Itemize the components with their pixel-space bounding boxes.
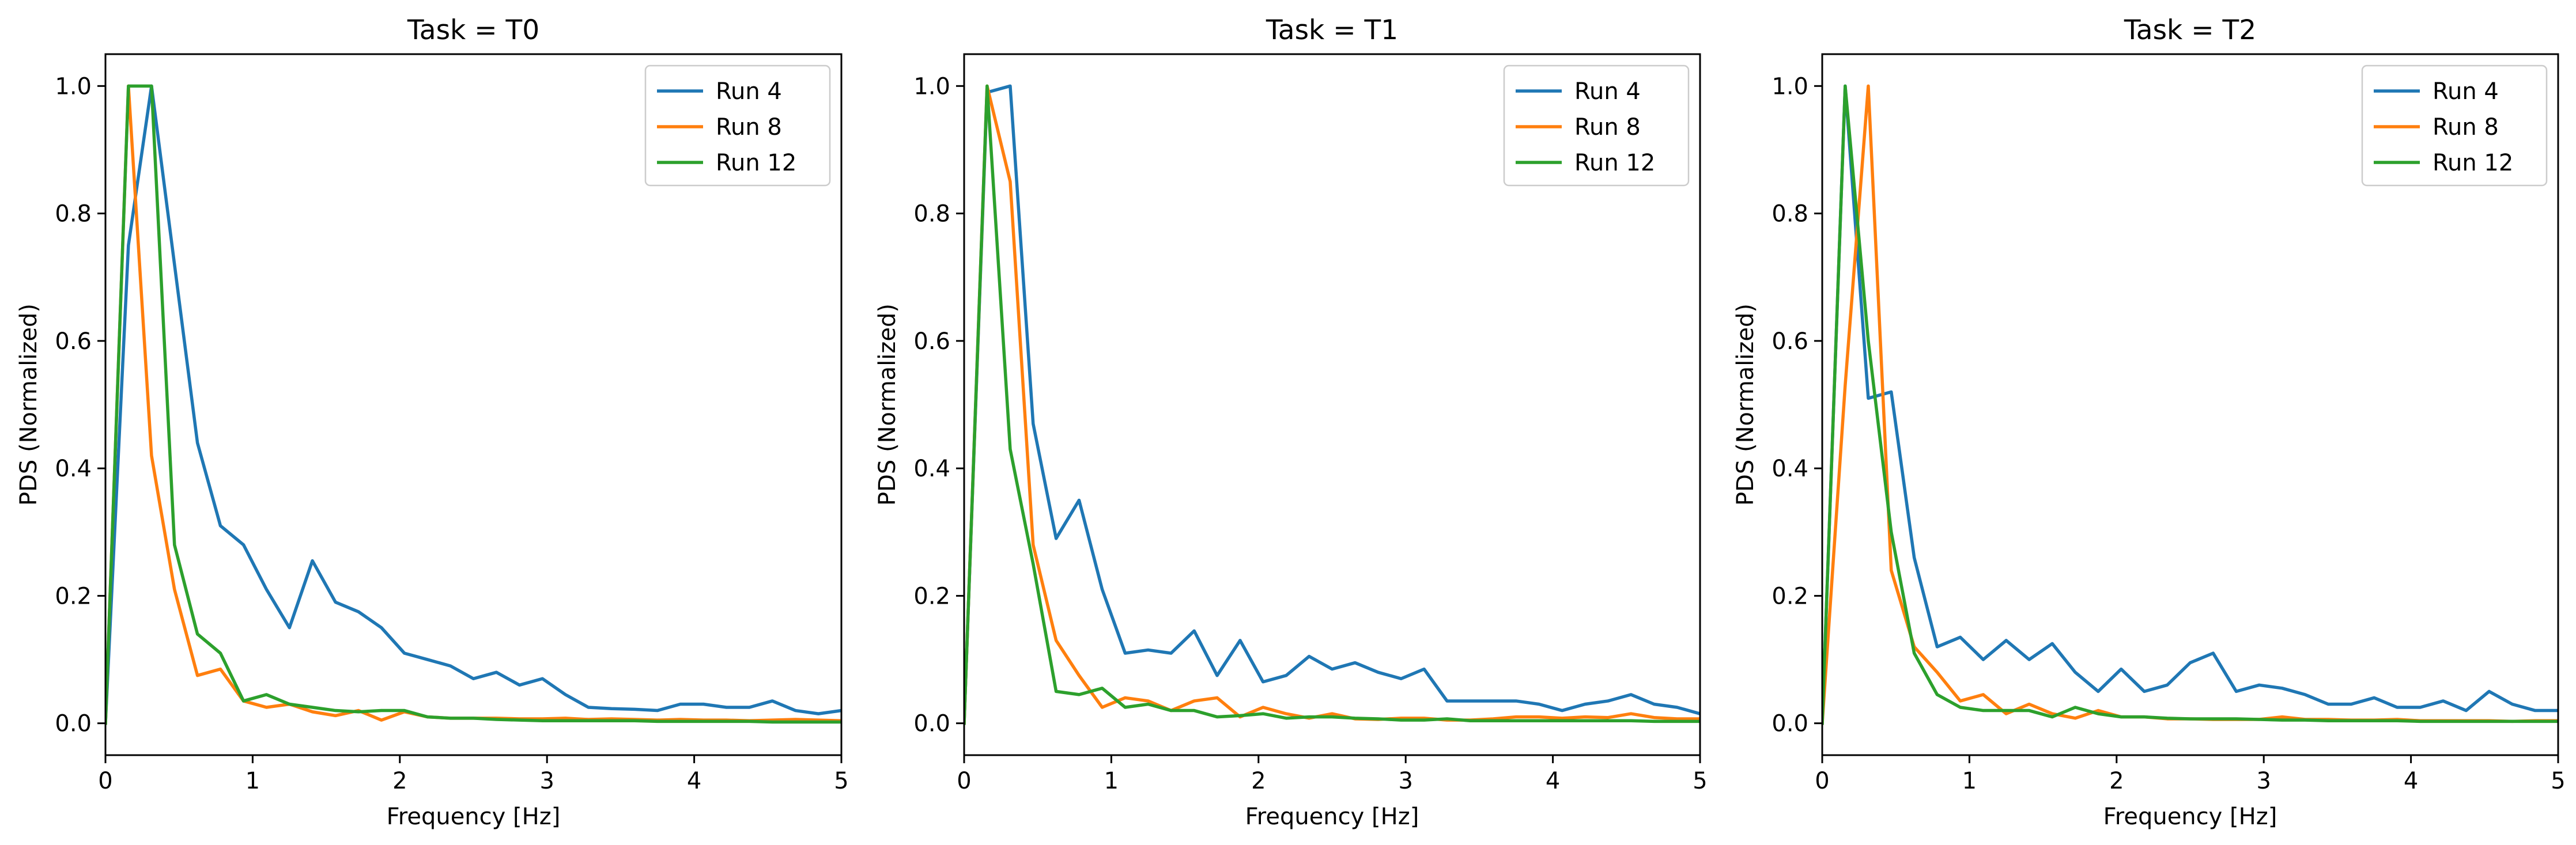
axes-frame xyxy=(963,53,1701,756)
x-tick-label: 1 xyxy=(1104,768,1119,794)
x-tick-label: 5 xyxy=(2551,768,2565,794)
x-tick-label: 4 xyxy=(2404,768,2418,794)
y-tick-label: 0.2 xyxy=(913,583,950,609)
series-line-run-12 xyxy=(1822,84,2558,725)
series-line-run-8 xyxy=(964,84,1700,725)
y-tick-label: 0.4 xyxy=(913,456,950,482)
x-tick-label: 3 xyxy=(2256,768,2271,794)
legend-label: Run 4 xyxy=(716,78,782,105)
y-tick-label: 0.0 xyxy=(913,711,950,737)
x-tick-label: 0 xyxy=(98,768,112,794)
x-tick-label: 2 xyxy=(1251,768,1266,794)
legend-label: Run 12 xyxy=(716,150,796,176)
axes-frame xyxy=(1821,53,2559,756)
series-line-run-4 xyxy=(964,84,1700,725)
chart-panel-1: 0 1 2 3 4 5 0.0 0.2 0.4 0.6 0.8 1.0 Task = T1 Frequen… xyxy=(874,14,1708,830)
x-tick-label: 1 xyxy=(245,768,260,794)
x-tick-label: 3 xyxy=(539,768,554,794)
y-tick-label: 0.0 xyxy=(1772,711,1808,737)
legend-label: Run 12 xyxy=(1574,150,1655,176)
legend-box xyxy=(1503,65,1690,187)
x-axis-label: Frequency [Hz] xyxy=(2103,804,2277,830)
series-line-run-12 xyxy=(105,84,841,725)
y-tick-label: 0.2 xyxy=(1772,583,1808,609)
x-tick-label: 3 xyxy=(1398,768,1412,794)
x-tick-label: 2 xyxy=(392,768,407,794)
chart-title: Task = T1 xyxy=(1266,14,1398,46)
x-tick-label: 5 xyxy=(1693,768,1707,794)
y-tick-label: 0.8 xyxy=(913,201,950,228)
y-tick-label: 0.6 xyxy=(55,328,92,355)
x-tick-label: 0 xyxy=(1815,768,1829,794)
y-tick-label: 1.0 xyxy=(913,73,950,100)
series-line-run-4 xyxy=(105,84,841,725)
chart-title: Task = T2 xyxy=(2124,14,2256,46)
legend: Run 4 Run 8 Run 12 xyxy=(644,65,831,187)
y-tick-label: 0.0 xyxy=(55,711,92,737)
y-tick-label: 0.2 xyxy=(55,583,92,609)
legend-box xyxy=(2361,65,2548,187)
y-axis-label: PDS (Normalized) xyxy=(1732,304,1759,506)
y-tick-label: 0.6 xyxy=(913,328,950,355)
legend-label: Run 8 xyxy=(716,114,782,141)
legend-label: Run 4 xyxy=(1574,78,1641,105)
chart-panel-0: 0 1 2 3 4 5 0.0 0.2 0.4 0.6 0.8 1.0 Task = T0 Frequen… xyxy=(16,14,849,830)
series-line-run-12 xyxy=(964,84,1700,725)
y-axis-label: PDS (Normalized) xyxy=(874,304,901,506)
x-tick-label: 4 xyxy=(687,768,701,794)
x-tick-label: 4 xyxy=(1546,768,1560,794)
legend-box xyxy=(644,65,831,187)
y-tick-label: 0.4 xyxy=(55,456,92,482)
y-tick-label: 0.8 xyxy=(55,201,92,228)
y-tick-label: 1.0 xyxy=(1772,73,1808,100)
x-axis-label: Frequency [Hz] xyxy=(387,804,561,830)
y-tick-label: 0.4 xyxy=(1772,456,1808,482)
chart-panel-2: 0 1 2 3 4 5 0.0 0.2 0.4 0.6 0.8 1.0 Task = T2 Frequen… xyxy=(1732,14,2566,830)
legend-label: Run 8 xyxy=(1574,114,1641,141)
chart-title: Task = T0 xyxy=(407,14,539,46)
x-axis-label: Frequency [Hz] xyxy=(1245,804,1419,830)
y-tick-label: 1.0 xyxy=(55,73,92,100)
x-tick-label: 2 xyxy=(2109,768,2124,794)
x-tick-label: 1 xyxy=(1962,768,1977,794)
y-tick-label: 0.6 xyxy=(1772,328,1808,355)
legend: Run 4 Run 8 Run 12 xyxy=(2361,65,2548,187)
legend: Run 4 Run 8 Run 12 xyxy=(1503,65,1690,187)
legend-label: Run 12 xyxy=(2433,150,2513,176)
y-tick-label: 0.8 xyxy=(1772,201,1808,228)
x-tick-label: 0 xyxy=(957,768,971,794)
legend-label: Run 4 xyxy=(2433,78,2499,105)
x-tick-label: 5 xyxy=(834,768,848,794)
legend-label: Run 8 xyxy=(2433,114,2499,141)
axes-frame xyxy=(104,53,843,756)
y-axis-label: PDS (Normalized) xyxy=(16,304,42,506)
series-line-run-4 xyxy=(1822,84,2558,725)
